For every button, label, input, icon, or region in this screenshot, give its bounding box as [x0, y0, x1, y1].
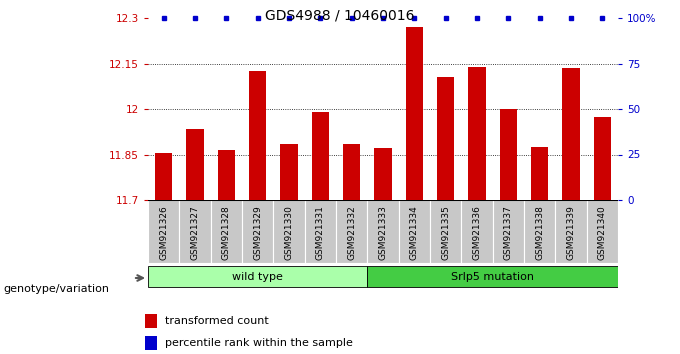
Text: GSM921329: GSM921329 — [253, 205, 262, 260]
Text: Srlp5 mutation: Srlp5 mutation — [451, 272, 534, 281]
Text: GSM921334: GSM921334 — [410, 205, 419, 260]
Bar — [437, 77, 454, 200]
Bar — [218, 150, 235, 200]
Text: GSM921328: GSM921328 — [222, 205, 231, 260]
Bar — [531, 147, 548, 200]
Bar — [280, 144, 298, 200]
Bar — [311, 112, 329, 200]
Bar — [305, 200, 336, 263]
Bar — [180, 200, 211, 263]
Bar — [145, 314, 158, 329]
Bar — [493, 200, 524, 263]
Bar — [461, 200, 493, 263]
Bar — [406, 27, 423, 200]
Text: GSM921331: GSM921331 — [316, 205, 325, 260]
Bar — [148, 266, 367, 287]
Text: GSM921335: GSM921335 — [441, 205, 450, 260]
Bar — [211, 200, 242, 263]
Bar — [524, 200, 556, 263]
Bar — [375, 148, 392, 200]
Bar — [430, 200, 461, 263]
Text: GSM921330: GSM921330 — [284, 205, 294, 260]
Text: wild type: wild type — [233, 272, 283, 281]
Text: percentile rank within the sample: percentile rank within the sample — [165, 338, 352, 348]
Bar — [145, 336, 158, 350]
Text: GDS4988 / 10460016: GDS4988 / 10460016 — [265, 9, 415, 23]
Bar — [562, 68, 579, 200]
Bar — [336, 200, 367, 263]
Bar — [398, 200, 430, 263]
Text: GSM921339: GSM921339 — [566, 205, 575, 260]
Bar — [587, 200, 618, 263]
Bar — [343, 144, 360, 200]
Bar — [556, 200, 587, 263]
Text: GSM921332: GSM921332 — [347, 205, 356, 260]
Bar — [249, 71, 267, 200]
Text: genotype/variation: genotype/variation — [3, 284, 109, 293]
Bar — [367, 200, 398, 263]
Bar — [367, 266, 618, 287]
Text: GSM921333: GSM921333 — [379, 205, 388, 260]
Bar — [242, 200, 273, 263]
Text: GSM921337: GSM921337 — [504, 205, 513, 260]
Bar — [186, 129, 203, 200]
Text: GSM921340: GSM921340 — [598, 205, 607, 260]
Text: GSM921327: GSM921327 — [190, 205, 199, 260]
Bar — [273, 200, 305, 263]
Text: GSM921338: GSM921338 — [535, 205, 544, 260]
Bar — [148, 200, 180, 263]
Bar — [469, 67, 486, 200]
Bar — [500, 109, 517, 200]
Text: transformed count: transformed count — [165, 316, 269, 326]
Text: GSM921326: GSM921326 — [159, 205, 168, 260]
Bar — [155, 153, 172, 200]
Text: GSM921336: GSM921336 — [473, 205, 481, 260]
Bar — [594, 116, 611, 200]
